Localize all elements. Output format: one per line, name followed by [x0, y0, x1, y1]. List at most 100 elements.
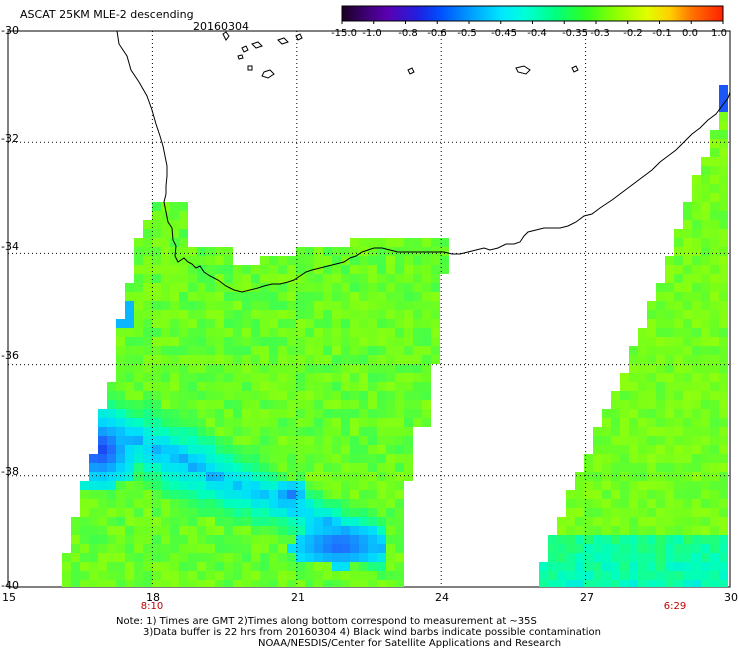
swath-cell	[224, 265, 233, 274]
swath-cell	[179, 436, 188, 445]
swath-cell	[260, 526, 269, 535]
swath-cell	[629, 355, 638, 364]
swath-cell	[206, 508, 215, 517]
swath-cell	[314, 283, 323, 292]
swath-cell	[404, 400, 413, 409]
swath-cell	[251, 346, 260, 355]
swath-cell	[611, 391, 620, 400]
swath-cell	[323, 436, 332, 445]
swath-cell	[206, 526, 215, 535]
swath-cell	[359, 517, 368, 526]
swath-cell	[395, 490, 404, 499]
swath-cell	[593, 553, 602, 562]
swath-cell	[674, 319, 683, 328]
swath-cell	[674, 463, 683, 472]
swath-cell	[170, 571, 179, 580]
swath-cell	[656, 580, 665, 587]
swath-cell	[719, 427, 728, 436]
swath-cell	[404, 301, 413, 310]
swath-cell	[710, 553, 719, 562]
swath-cell	[215, 472, 224, 481]
swath-cell	[674, 346, 683, 355]
swath-cell	[224, 364, 233, 373]
swath-cell	[422, 256, 431, 265]
swath-cell	[242, 508, 251, 517]
swath-cell	[287, 499, 296, 508]
swath-cell	[575, 517, 584, 526]
swath-cell	[395, 571, 404, 580]
swath-cell	[143, 562, 152, 571]
swath-cell	[692, 544, 701, 553]
swath-cell	[305, 292, 314, 301]
swath-cell	[413, 265, 422, 274]
swath-cell	[377, 490, 386, 499]
swath-cell	[215, 391, 224, 400]
swath-cell	[287, 274, 296, 283]
swath-cell	[269, 544, 278, 553]
swath-cell	[152, 238, 161, 247]
swath-cell	[611, 481, 620, 490]
swath-cell	[710, 499, 719, 508]
swath-cell	[404, 355, 413, 364]
swath-cell	[125, 463, 134, 472]
swath-cell	[710, 292, 719, 301]
swath-cell	[278, 400, 287, 409]
swath-cell	[152, 526, 161, 535]
swath-cell	[125, 427, 134, 436]
swath-cell	[170, 274, 179, 283]
pass-time-east: 6:29	[663, 601, 687, 612]
swath-cell	[224, 418, 233, 427]
swath-cell	[719, 580, 728, 587]
swath-cell	[341, 319, 350, 328]
swath-cell	[251, 364, 260, 373]
swath-cell	[395, 319, 404, 328]
swath-cell	[161, 490, 170, 499]
swath-cell	[638, 481, 647, 490]
swath-cell	[611, 409, 620, 418]
swath-cell	[611, 436, 620, 445]
swath-cell	[197, 283, 206, 292]
swath-cell	[80, 544, 89, 553]
swath-cell	[170, 463, 179, 472]
swath-cell	[701, 247, 710, 256]
swath-cell	[692, 580, 701, 587]
swath-cell	[62, 571, 71, 580]
swath-cell	[134, 409, 143, 418]
swath-cell	[665, 274, 674, 283]
swath-cell	[584, 553, 593, 562]
swath-cell	[422, 346, 431, 355]
swath-cell	[287, 292, 296, 301]
swath-cell	[107, 472, 116, 481]
swath-cell	[665, 508, 674, 517]
swath-cell	[701, 427, 710, 436]
swath-cell	[350, 562, 359, 571]
swath-cell	[332, 472, 341, 481]
swath-cell	[233, 436, 242, 445]
swath-cell	[314, 454, 323, 463]
swath-cell	[278, 283, 287, 292]
swath-cell	[647, 400, 656, 409]
swath-cell	[710, 175, 719, 184]
swath-cell	[386, 301, 395, 310]
swath-cell	[287, 445, 296, 454]
swath-cell	[287, 328, 296, 337]
swath-cell	[413, 346, 422, 355]
swath-cell	[719, 184, 728, 193]
swath-cell	[242, 445, 251, 454]
swath-cell	[647, 562, 656, 571]
swath-cell	[296, 445, 305, 454]
swath-cell	[224, 328, 233, 337]
swath-cell	[566, 553, 575, 562]
swath-cell	[350, 355, 359, 364]
swath-cell	[134, 472, 143, 481]
swath-cell	[611, 580, 620, 587]
swath-cell	[188, 355, 197, 364]
swath-cell	[575, 535, 584, 544]
swath-cell	[386, 535, 395, 544]
swath-cell	[260, 409, 269, 418]
swath-cell	[278, 328, 287, 337]
swath-cell	[692, 229, 701, 238]
swath-cell	[224, 454, 233, 463]
swath-cell	[638, 328, 647, 337]
swath-cell	[386, 499, 395, 508]
